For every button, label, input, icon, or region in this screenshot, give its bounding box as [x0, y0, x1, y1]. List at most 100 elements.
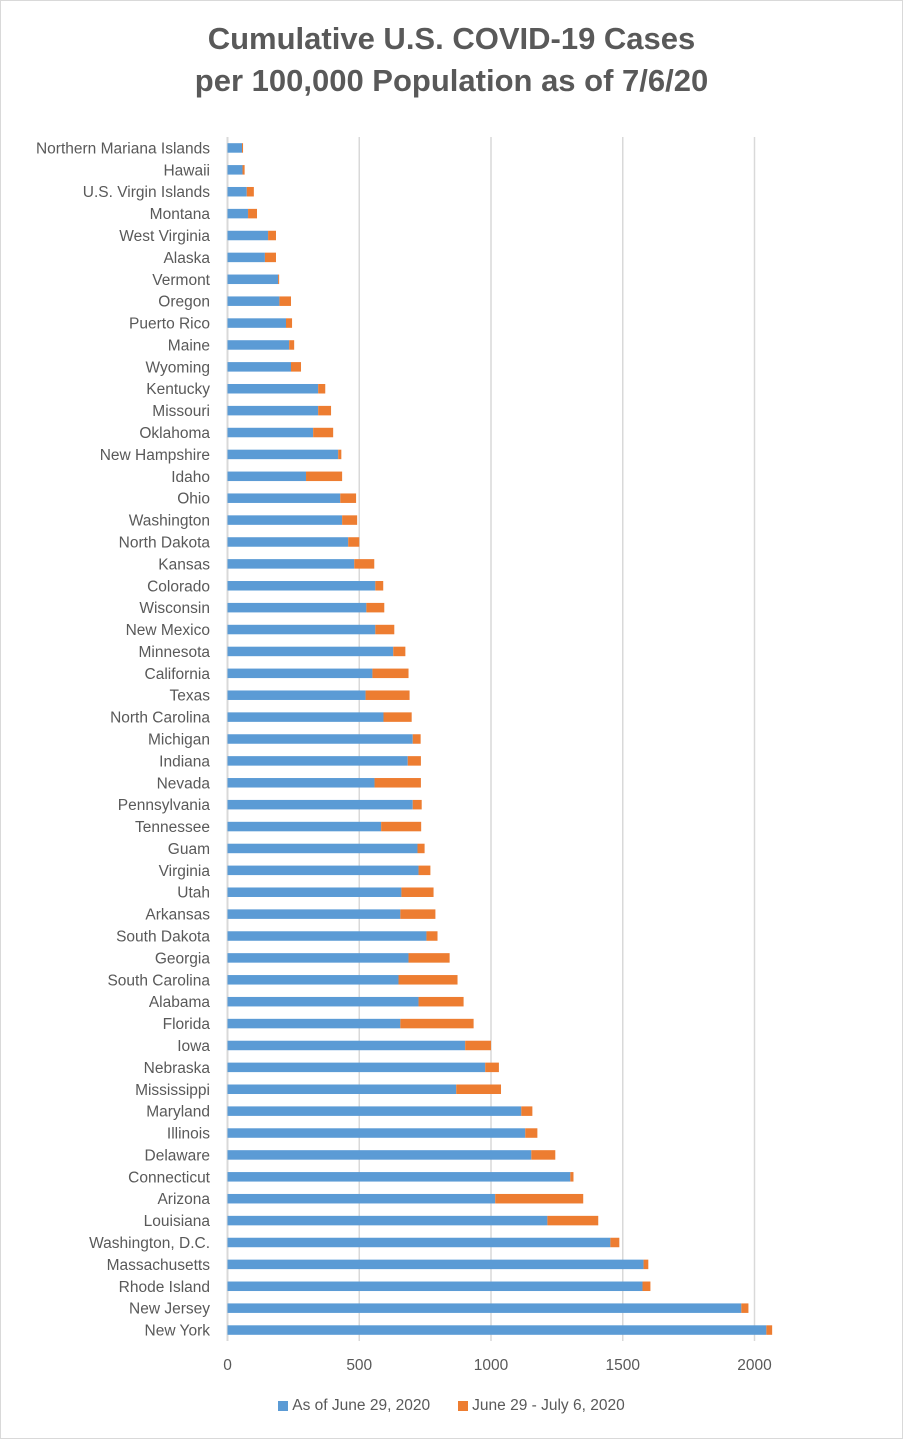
category-label: West Virginia [119, 228, 210, 245]
bar-june29-july6-54 [766, 1325, 773, 1335]
category-label: Pennsylvania [118, 797, 211, 814]
bar-as-of-june-29-51 [227, 1259, 644, 1270]
category-label: South Carolina [107, 972, 210, 989]
bar-as-of-june-29-11 [227, 383, 319, 394]
bar-june29-july6-29 [374, 778, 421, 788]
category-label: Georgia [155, 950, 211, 967]
category-label: Maine [168, 337, 210, 354]
bar-june29-july6-31 [381, 821, 422, 832]
category-label: Louisiana [144, 1213, 211, 1230]
bar-june29-july6-4 [268, 230, 276, 241]
category-label: Puerto Rico [129, 316, 210, 333]
bar-as-of-june-29-53 [227, 1303, 742, 1313]
bars [227, 143, 773, 1335]
category-label: Montana [150, 206, 211, 223]
category-label: California [145, 666, 211, 683]
bar-june29-july6-15 [306, 471, 343, 482]
bar-as-of-june-29-52 [227, 1281, 643, 1292]
legend-swatch-orange [458, 1401, 469, 1411]
bar-june29-july6-5 [264, 252, 276, 263]
x-tick-label: 1500 [606, 1357, 641, 1374]
bar-as-of-june-29-10 [227, 362, 292, 372]
category-labels: Northern Mariana Islands Hawaii U.S. Virgi… [36, 140, 211, 1339]
category-label: Illinois [167, 1126, 210, 1143]
bar-as-of-june-29-19 [227, 559, 355, 569]
bar-as-of-june-29-5 [227, 252, 265, 263]
bar-as-of-june-29-43 [227, 1084, 457, 1095]
category-label: Florida [163, 1016, 211, 1033]
bar-june29-july6-3 [248, 208, 258, 219]
x-tick-labels: 0 500 1000 1500 2000 [223, 1357, 772, 1374]
x-tick-label: 1000 [474, 1357, 509, 1374]
category-label: Rhode Island [119, 1279, 210, 1296]
category-label: Tennessee [135, 819, 210, 836]
bar-as-of-june-29-50 [227, 1237, 611, 1248]
bar-as-of-june-29-26 [227, 712, 384, 722]
bar-as-of-june-29-6 [227, 274, 279, 285]
bar-as-of-june-29-4 [227, 230, 269, 241]
category-label: Nevada [157, 775, 211, 792]
bar-as-of-june-29-32 [227, 843, 418, 854]
bar-as-of-june-29-47 [227, 1172, 571, 1182]
bar-as-of-june-29-2 [227, 186, 247, 197]
x-tick-label: 500 [346, 1357, 372, 1374]
bar-as-of-june-29-38 [227, 975, 399, 985]
category-label: Kansas [158, 556, 210, 573]
bar-as-of-june-29-1 [227, 165, 243, 175]
bar-june29-july6-42 [485, 1062, 499, 1073]
category-label: Kentucky [146, 381, 210, 398]
category-label: Arizona [157, 1191, 210, 1208]
bar-june29-july6-45 [525, 1128, 538, 1138]
category-label: Nebraska [144, 1060, 211, 1077]
legend-label: June 29 - July 6, 2020 [472, 1397, 625, 1414]
bar-june29-july6-37 [408, 953, 450, 963]
category-label: Michigan [148, 732, 210, 749]
category-label: Missouri [152, 403, 210, 420]
bar-june29-july6-21 [366, 602, 385, 613]
bar-june29-july6-2 [246, 186, 254, 197]
bar-june29-july6-49 [547, 1215, 599, 1226]
category-label: Washington [129, 513, 210, 530]
bar-as-of-june-29-27 [227, 734, 413, 744]
category-label: Virginia [159, 863, 211, 880]
category-label: Texas [170, 688, 211, 705]
chart-title-line-2: per 100,000 Population as of 7/6/20 [194, 63, 709, 98]
bar-as-of-june-29-3 [227, 208, 249, 219]
bar-june29-july6-38 [398, 975, 458, 985]
bar-as-of-june-29-18 [227, 537, 349, 547]
bar-june29-july6-27 [412, 734, 421, 744]
bar-june29-july6-12 [318, 405, 332, 416]
category-label: North Carolina [110, 710, 210, 727]
category-label: U.S. Virgin Islands [83, 184, 210, 201]
bar-as-of-june-29-24 [227, 668, 373, 679]
chart-title: Cumulative U.S. COVID-19 Cases per 100,0… [0, 18, 903, 102]
bar-as-of-june-29-31 [227, 821, 382, 832]
legend-label: As of June 29, 2020 [292, 1397, 431, 1414]
bar-june29-july6-17 [342, 515, 358, 525]
bar-as-of-june-29-42 [227, 1062, 486, 1073]
bar-june29-july6-24 [372, 668, 409, 679]
bar-as-of-june-29-25 [227, 690, 366, 700]
bar-as-of-june-29-13 [227, 427, 314, 438]
category-label: Idaho [171, 469, 210, 486]
category-label: Mississippi [135, 1082, 210, 1099]
bar-june29-july6-11 [318, 383, 326, 394]
bar-as-of-june-29-20 [227, 581, 376, 591]
category-label: Vermont [152, 272, 210, 289]
bar-as-of-june-29-29 [227, 778, 375, 788]
bar-as-of-june-29-39 [227, 996, 419, 1007]
bar-june29-july6-22 [375, 624, 395, 635]
bar-as-of-june-29-28 [227, 756, 408, 766]
x-tick-label: 0 [223, 1357, 232, 1374]
bar-june29-july6-9 [289, 340, 295, 350]
category-label: Northern Mariana Islands [36, 140, 210, 157]
bar-june29-july6-30 [412, 799, 422, 810]
bar-as-of-june-29-34 [227, 887, 402, 897]
bar-as-of-june-29-15 [227, 471, 307, 482]
bar-june29-july6-33 [418, 865, 431, 876]
bar-june29-july6-35 [400, 909, 436, 919]
bar-june29-july6-26 [383, 712, 412, 722]
bar-as-of-june-29-22 [227, 624, 376, 635]
category-label: Wisconsin [139, 600, 210, 617]
